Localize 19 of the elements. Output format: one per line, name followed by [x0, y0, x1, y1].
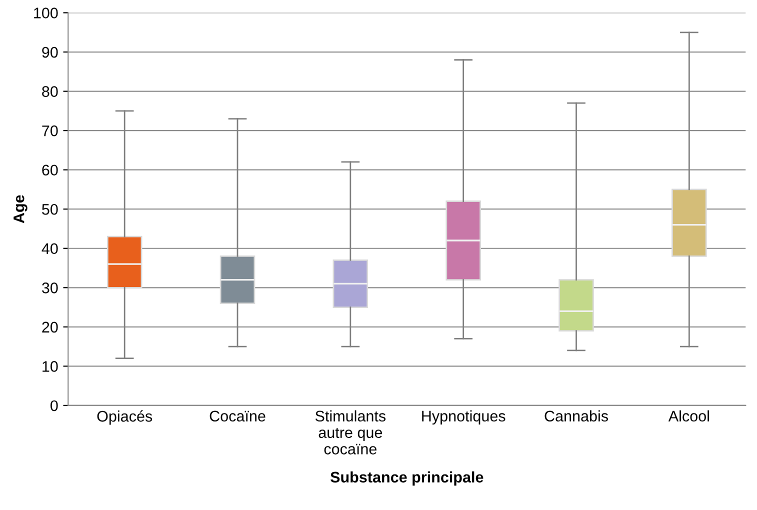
x-tick-label: Cannabis	[544, 410, 608, 422]
y-tick-label: 60	[42, 164, 58, 176]
y-tick-label: 100	[34, 8, 58, 18]
x-tick-label: Cocaïne	[210, 410, 266, 422]
x-tick-label: Stimulants autre que cocaïne	[315, 410, 386, 454]
y-tick-label: 30	[42, 282, 58, 294]
x-axis-title: Substance principale	[330, 471, 484, 486]
y-tick-label: 70	[42, 125, 58, 136]
y-tick-label: 80	[42, 86, 58, 97]
x-tick-label: Alcool	[668, 410, 709, 422]
x-tick-label: Hypnotiques	[422, 410, 506, 425]
y-tick-label: 20	[42, 322, 58, 333]
y-tick-label: 90	[42, 46, 58, 58]
y-tick-label: 10	[42, 361, 58, 372]
y-tick-label: 0	[50, 400, 58, 412]
x-tick-label: Opiacés	[97, 410, 152, 425]
y-axis-title: Age	[14, 195, 28, 224]
y-tick-label: 40	[42, 243, 58, 254]
y-tick-label: 50	[42, 204, 58, 215]
